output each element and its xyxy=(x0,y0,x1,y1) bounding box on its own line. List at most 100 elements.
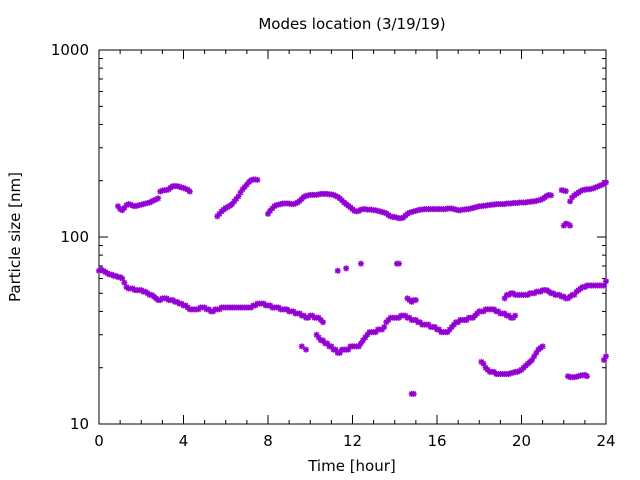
data-point-series-1 xyxy=(334,267,341,274)
x-tick-label: 16 xyxy=(427,432,446,450)
data-point-series-1 xyxy=(362,334,369,341)
x-tick-label: 0 xyxy=(94,432,104,450)
data-point-series-2 xyxy=(186,188,193,195)
data-point-series-2 xyxy=(224,203,231,210)
x-tick-label: 12 xyxy=(343,432,362,450)
data-point-series-2 xyxy=(292,200,299,207)
y-tick-label: 10 xyxy=(70,415,89,433)
data-point-series-2 xyxy=(594,183,601,190)
data-point-series-1 xyxy=(531,353,538,360)
data-point-series-2 xyxy=(603,179,609,186)
data-point-series-2 xyxy=(537,196,544,203)
data-point-series-2 xyxy=(150,197,157,204)
data-point-series-1 xyxy=(510,369,517,376)
data-point-series-1 xyxy=(505,371,512,378)
data-point-series-2 xyxy=(180,184,187,191)
x-tick-label: 24 xyxy=(596,432,615,450)
data-point-series-2 xyxy=(231,198,238,205)
data-point-series-1 xyxy=(603,278,609,285)
data-point-series-1 xyxy=(412,297,419,304)
x-tick-label: 8 xyxy=(263,432,273,450)
data-point-series-1 xyxy=(446,326,453,333)
data-point-series-2 xyxy=(216,210,223,217)
data-point-series-1 xyxy=(583,373,590,380)
x-minor-ticks xyxy=(119,50,586,424)
data-point-series-1 xyxy=(303,346,310,353)
data-point-series-1 xyxy=(533,349,540,356)
data-point-series-1 xyxy=(332,346,339,353)
data-point-series-2 xyxy=(300,193,307,200)
data-point-series-2 xyxy=(182,185,189,192)
data-point-series-2 xyxy=(123,202,130,209)
data-point-series-1 xyxy=(357,260,364,267)
data-point-series-1 xyxy=(328,343,335,350)
data-point-series-1 xyxy=(512,312,519,319)
data-point-series-2 xyxy=(596,182,603,189)
data-point-series-2 xyxy=(148,198,155,205)
data-point-series-1 xyxy=(336,349,343,356)
data-point-series-1 xyxy=(315,334,322,341)
chart-title: Modes location (3/19/19) xyxy=(258,15,445,33)
data-point-series-1 xyxy=(448,324,455,331)
data-point-series-2 xyxy=(548,192,555,199)
x-tick-label: 20 xyxy=(512,432,531,450)
data-point-series-1 xyxy=(480,360,487,367)
data-point-series-2 xyxy=(248,177,255,184)
data-point-series-2 xyxy=(592,184,599,191)
data-point-series-2 xyxy=(567,222,574,229)
data-points xyxy=(96,176,609,397)
data-point-series-2 xyxy=(229,201,236,208)
y-tick-label: 100 xyxy=(60,228,89,246)
data-point-series-1 xyxy=(313,331,320,338)
data-point-series-1 xyxy=(355,343,362,350)
x-axis-ticks: 0 4 8 12 16 20 24 xyxy=(94,50,616,450)
data-point-series-2 xyxy=(598,181,605,188)
data-point-series-1 xyxy=(410,390,417,397)
x-tick-label: 4 xyxy=(179,432,189,450)
data-point-series-1 xyxy=(119,275,126,282)
data-point-series-2 xyxy=(332,192,339,199)
y-axis-ticks: 10 100 1000 xyxy=(51,41,606,433)
plot-frame xyxy=(98,49,607,425)
y-tick-label: 1000 xyxy=(51,41,89,59)
data-point-series-1 xyxy=(345,346,352,353)
data-point-series-1 xyxy=(343,265,350,272)
data-point-series-1 xyxy=(360,337,367,344)
data-point-series-1 xyxy=(431,324,438,331)
data-point-series-1 xyxy=(529,356,536,363)
data-point-series-1 xyxy=(379,326,386,333)
data-point-series-1 xyxy=(600,282,607,289)
data-point-series-2 xyxy=(265,210,271,217)
data-point-series-1 xyxy=(121,279,128,286)
data-point-series-2 xyxy=(163,187,170,194)
data-point-series-2 xyxy=(577,188,584,195)
data-point-series-2 xyxy=(235,193,242,200)
data-point-series-2 xyxy=(330,191,337,198)
data-point-series-2 xyxy=(254,176,261,183)
data-point-series-1 xyxy=(425,321,432,328)
plot-area: 0 4 8 12 16 20 24 10 100 1000 xyxy=(51,41,616,450)
data-point-series-1 xyxy=(514,368,521,375)
data-point-series-2 xyxy=(115,203,122,210)
data-point-series-2 xyxy=(121,204,128,211)
y-axis-label: Particle size [nm] xyxy=(6,172,24,302)
data-point-series-1 xyxy=(603,353,609,360)
data-point-series-1 xyxy=(364,331,371,338)
data-point-series-2 xyxy=(153,196,160,203)
data-point-series-1 xyxy=(324,340,331,347)
data-point-series-1 xyxy=(539,343,546,350)
data-point-series-2 xyxy=(567,198,574,205)
data-point-series-2 xyxy=(590,185,597,192)
x-axis-label: Time [hour] xyxy=(307,457,396,475)
data-point-series-1 xyxy=(357,340,364,347)
data-point-series-2 xyxy=(271,203,278,210)
data-point-series-1 xyxy=(436,326,443,333)
data-point-series-1 xyxy=(298,343,305,350)
data-point-series-1 xyxy=(395,260,402,267)
data-point-series-1 xyxy=(381,324,388,331)
data-point-series-2 xyxy=(241,184,248,191)
data-point-series-2 xyxy=(127,201,134,208)
data-point-series-2 xyxy=(214,213,221,220)
data-point-series-2 xyxy=(146,199,153,206)
